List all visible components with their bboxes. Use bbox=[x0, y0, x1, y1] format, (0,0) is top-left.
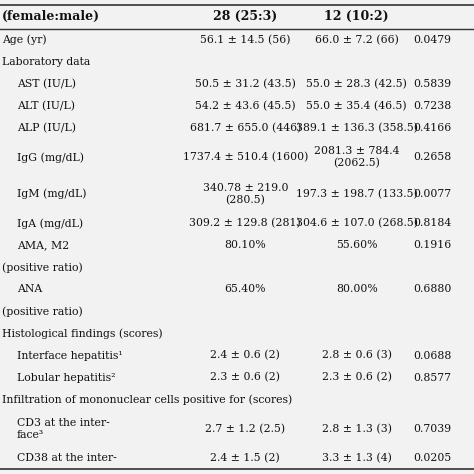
Text: CD38 at the inter-: CD38 at the inter- bbox=[17, 453, 116, 463]
Text: ALT (IU/L): ALT (IU/L) bbox=[17, 101, 74, 111]
Text: (positive ratio): (positive ratio) bbox=[2, 306, 83, 317]
Text: 0.8577: 0.8577 bbox=[413, 373, 451, 383]
Text: 0.1916: 0.1916 bbox=[413, 240, 452, 250]
Text: ALP (IU/L): ALP (IU/L) bbox=[17, 123, 75, 133]
Text: 3.3 ± 1.3 (4): 3.3 ± 1.3 (4) bbox=[322, 453, 392, 464]
Text: AMA, M2: AMA, M2 bbox=[17, 240, 69, 250]
Text: 0.0205: 0.0205 bbox=[413, 453, 452, 463]
Text: Histological findings (scores): Histological findings (scores) bbox=[2, 328, 163, 339]
Text: 2.8 ± 1.3 (3): 2.8 ± 1.3 (3) bbox=[322, 424, 392, 434]
Text: 28 (25:3): 28 (25:3) bbox=[213, 10, 277, 23]
Text: (female:male): (female:male) bbox=[2, 10, 100, 23]
Text: 2.3 ± 0.6 (2): 2.3 ± 0.6 (2) bbox=[210, 373, 280, 383]
Text: 2.4 ± 1.5 (2): 2.4 ± 1.5 (2) bbox=[210, 453, 280, 464]
Text: 0.8184: 0.8184 bbox=[413, 219, 452, 228]
Text: 2.8 ± 0.6 (3): 2.8 ± 0.6 (3) bbox=[322, 350, 392, 361]
Text: Interface hepatitis¹: Interface hepatitis¹ bbox=[17, 350, 122, 361]
Text: 681.7 ± 655.0 (446): 681.7 ± 655.0 (446) bbox=[190, 123, 301, 133]
Text: ANA: ANA bbox=[17, 284, 42, 294]
Text: 0.7238: 0.7238 bbox=[413, 101, 452, 111]
Text: IgG (mg/dL): IgG (mg/dL) bbox=[17, 152, 83, 163]
Text: 2.3 ± 0.6 (2): 2.3 ± 0.6 (2) bbox=[322, 373, 392, 383]
Text: 0.0077: 0.0077 bbox=[413, 189, 451, 199]
Text: 0.0479: 0.0479 bbox=[413, 35, 451, 45]
Text: 0.2658: 0.2658 bbox=[413, 152, 452, 163]
Text: (positive ratio): (positive ratio) bbox=[2, 262, 83, 273]
Text: 2.7 ± 1.2 (2.5): 2.7 ± 1.2 (2.5) bbox=[205, 424, 285, 434]
Text: Age (yr): Age (yr) bbox=[2, 35, 47, 45]
Text: IgM (mg/dL): IgM (mg/dL) bbox=[17, 189, 86, 200]
Text: 54.2 ± 43.6 (45.5): 54.2 ± 43.6 (45.5) bbox=[195, 101, 296, 111]
Text: AST (IU/L): AST (IU/L) bbox=[17, 79, 75, 89]
Text: CD3 at the inter-
face³: CD3 at the inter- face³ bbox=[17, 418, 109, 440]
Text: 55.0 ± 28.3 (42.5): 55.0 ± 28.3 (42.5) bbox=[306, 79, 407, 89]
Text: 0.0688: 0.0688 bbox=[413, 350, 452, 361]
Text: 340.78 ± 219.0
(280.5): 340.78 ± 219.0 (280.5) bbox=[202, 183, 288, 205]
Text: 2.4 ± 0.6 (2): 2.4 ± 0.6 (2) bbox=[210, 350, 280, 361]
Text: 197.3 ± 198.7 (133.5): 197.3 ± 198.7 (133.5) bbox=[296, 189, 418, 199]
Text: 2081.3 ± 784.4
(2062.5): 2081.3 ± 784.4 (2062.5) bbox=[314, 146, 400, 168]
Text: 0.4166: 0.4166 bbox=[413, 123, 452, 133]
Text: 56.1 ± 14.5 (56): 56.1 ± 14.5 (56) bbox=[200, 35, 291, 45]
Text: 0.7039: 0.7039 bbox=[413, 424, 451, 434]
Text: Laboratory data: Laboratory data bbox=[2, 57, 91, 67]
Text: 309.2 ± 129.8 (281): 309.2 ± 129.8 (281) bbox=[190, 218, 301, 228]
Text: 66.0 ± 7.2 (66): 66.0 ± 7.2 (66) bbox=[315, 35, 399, 45]
Text: 55.0 ± 35.4 (46.5): 55.0 ± 35.4 (46.5) bbox=[306, 101, 407, 111]
Text: Infiltration of mononuclear cells positive for (scores): Infiltration of mononuclear cells positi… bbox=[2, 394, 292, 405]
Text: 389.1 ± 136.3 (358.5): 389.1 ± 136.3 (358.5) bbox=[296, 123, 418, 133]
Text: 304.6 ± 107.0 (268.5): 304.6 ± 107.0 (268.5) bbox=[296, 218, 418, 228]
Text: 0.6880: 0.6880 bbox=[413, 284, 452, 294]
Text: 65.40%: 65.40% bbox=[225, 284, 266, 294]
Text: 55.60%: 55.60% bbox=[336, 240, 377, 250]
Text: 0.5839: 0.5839 bbox=[413, 79, 451, 89]
Text: 50.5 ± 31.2 (43.5): 50.5 ± 31.2 (43.5) bbox=[195, 79, 296, 89]
Text: 12 (10:2): 12 (10:2) bbox=[324, 10, 389, 23]
Text: IgA (mg/dL): IgA (mg/dL) bbox=[17, 218, 83, 229]
Text: Lobular hepatitis²: Lobular hepatitis² bbox=[17, 373, 115, 383]
Text: 80.10%: 80.10% bbox=[224, 240, 266, 250]
Text: 1737.4 ± 510.4 (1600): 1737.4 ± 510.4 (1600) bbox=[182, 152, 308, 163]
Text: 80.00%: 80.00% bbox=[336, 284, 378, 294]
